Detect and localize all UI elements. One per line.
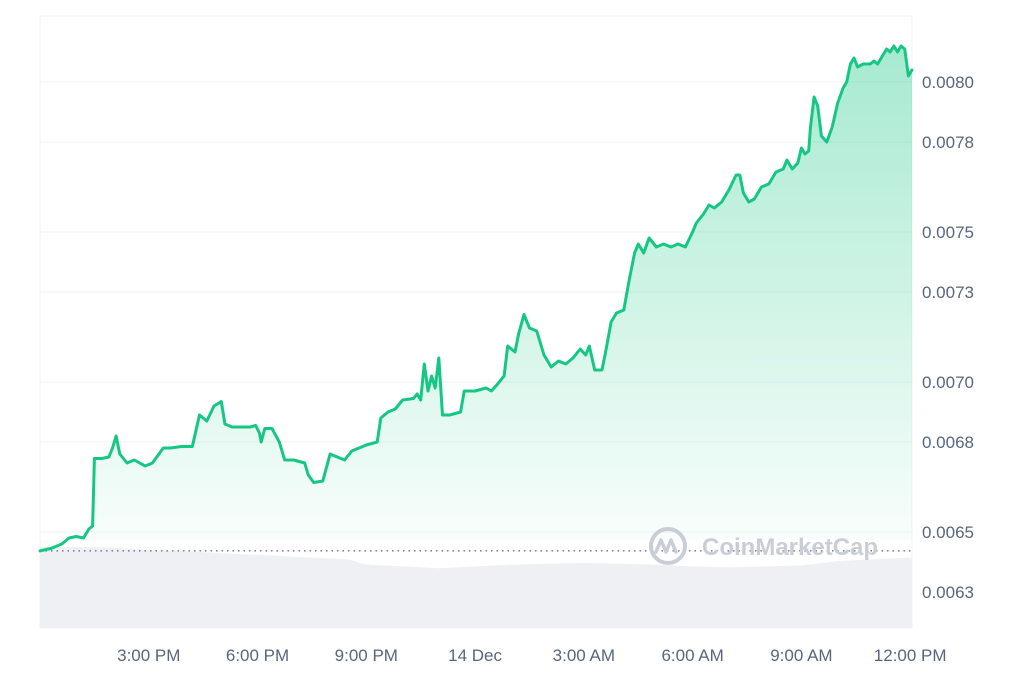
x-tick-label: 14 Dec (448, 646, 502, 665)
x-tick-label: 6:00 PM (226, 646, 289, 665)
y-tick-label: 0.0065 (922, 523, 974, 542)
y-tick-label: 0.0080 (922, 73, 974, 92)
y-axis: 0.0063 0.0065 0.0068 0.0070 0.0073 0.0075 0.00… (922, 73, 974, 602)
x-tick-label: 3:00 PM (117, 646, 180, 665)
x-tick-label: 6:00 AM (661, 646, 723, 665)
y-tick-label: 0.0063 (922, 583, 974, 602)
price-area-fill (40, 46, 912, 551)
x-tick-label: 12:00 PM (874, 646, 947, 665)
y-tick-label: 0.0068 (922, 433, 974, 452)
y-tick-label: 0.0078 (922, 133, 974, 152)
y-tick-label: 0.0075 (922, 223, 974, 242)
x-tick-label: 3:00 AM (553, 646, 615, 665)
x-tick-label: 9:00 AM (770, 646, 832, 665)
price-area (40, 46, 912, 551)
volume-bars (40, 547, 912, 628)
coinmarketcap-logo-icon (649, 527, 687, 565)
y-tick-label: 0.0073 (922, 283, 974, 302)
y-tick-label: 0.0070 (922, 373, 974, 392)
watermark-text: CoinMarketCap (702, 534, 878, 561)
price-line (38, 44, 914, 553)
price-series-line (38, 44, 914, 553)
watermark: CoinMarketCap (649, 527, 878, 565)
x-tick-label: 9:00 PM (335, 646, 398, 665)
x-axis: 3:00 PM 6:00 PM 9:00 PM 14 Dec 3:00 AM 6:00 A… (117, 646, 946, 665)
volume-area (40, 547, 912, 628)
